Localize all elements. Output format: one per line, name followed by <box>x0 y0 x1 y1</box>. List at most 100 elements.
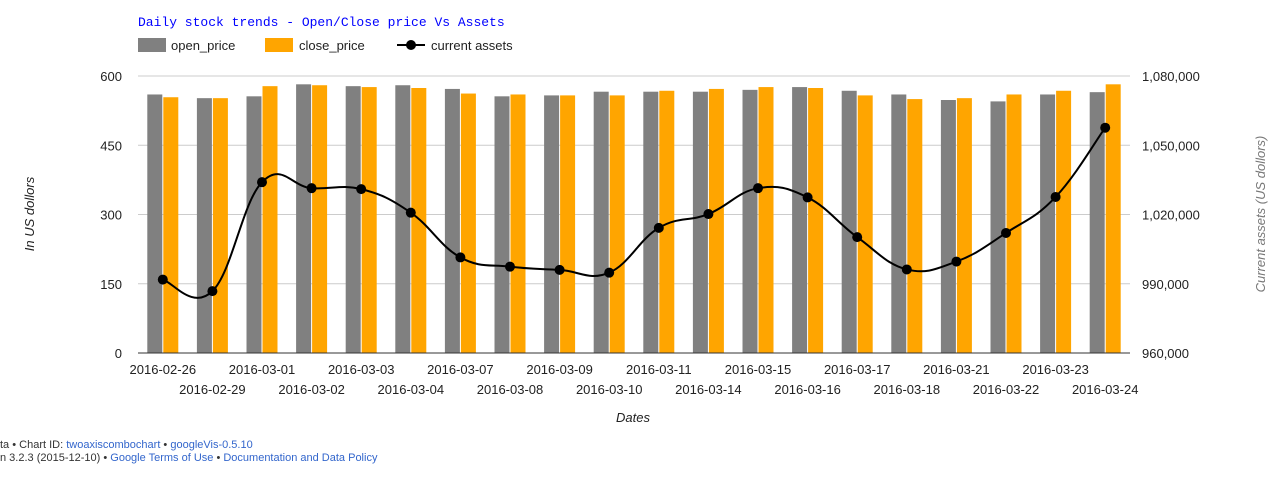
bar-close-price <box>1056 90 1072 354</box>
current-assets-point <box>405 207 416 218</box>
x-axis-tick-label: 2016-03-15 <box>725 362 792 377</box>
footer-text: n 3.2.3 (2015-12-10) • <box>0 452 111 464</box>
current-assets-point <box>554 264 565 275</box>
bar-open-price <box>196 98 212 353</box>
bar-close-price <box>361 87 377 353</box>
x-axis-tick-label: 2016-02-26 <box>130 362 197 377</box>
bar-open-price <box>841 90 857 354</box>
bar-open-price <box>246 96 262 354</box>
left-axis-tick-label: 450 <box>100 138 122 153</box>
bar-close-price <box>312 85 328 353</box>
current-assets-point <box>1100 122 1111 133</box>
bar-open-price <box>544 95 560 353</box>
right-axis-title: Current assets (US dollors) <box>1253 136 1268 293</box>
bar-open-price <box>444 88 460 353</box>
current-assets-point <box>951 256 962 267</box>
x-axis-tick-label: 2016-03-01 <box>229 362 296 377</box>
bar-close-price <box>560 95 576 353</box>
x-axis-tick-label: 2016-03-08 <box>477 382 544 397</box>
legend-label-close-price: close_price <box>299 38 365 53</box>
x-axis-title: Dates <box>616 410 650 425</box>
bar-close-price <box>411 88 427 354</box>
x-axis-tick-label: 2016-03-07 <box>427 362 494 377</box>
x-axis-tick-label: 2016-03-10 <box>576 382 643 397</box>
bar-close-price <box>758 87 774 353</box>
bar-close-price <box>659 90 675 354</box>
current-assets-point <box>653 222 664 233</box>
left-axis-tick-label: 600 <box>100 69 122 84</box>
current-assets-point <box>802 192 813 203</box>
right-axis-tick-label: 1,050,000 <box>1142 138 1200 153</box>
current-assets-point <box>157 274 168 285</box>
bar-open-price <box>593 91 609 354</box>
bar-open-price <box>345 86 361 353</box>
chart-id-link[interactable]: twoaxiscombochart <box>66 439 161 451</box>
bar-open-price <box>643 91 659 354</box>
footer-text: ta • Chart ID: <box>0 439 67 451</box>
bar-close-price <box>1006 94 1022 353</box>
bar-open-price <box>395 85 411 353</box>
x-axis-tick-label: 2016-03-17 <box>824 362 891 377</box>
current-assets-point <box>505 261 515 272</box>
footer-line-1: ta • Chart ID: twoaxiscombochart • googl… <box>0 439 253 451</box>
bar-open-price <box>742 89 758 353</box>
left-axis-tick-label: 0 <box>115 346 122 361</box>
footer-line-2: n 3.2.3 (2015-12-10) • Google Terms of U… <box>0 452 377 464</box>
bar-open-price <box>1089 92 1105 354</box>
current-assets-point <box>901 264 912 275</box>
data-policy-link[interactable]: Documentation and Data Policy <box>223 452 378 464</box>
current-assets-point <box>257 177 267 188</box>
right-axis-tick-label: 1,080,000 <box>1142 69 1200 84</box>
bar-close-price <box>956 98 972 353</box>
bar-open-price <box>891 94 907 353</box>
current-assets-point <box>1001 227 1011 238</box>
right-axis-tick-label: 990,000 <box>1142 277 1189 292</box>
bar-open-price <box>990 101 1006 354</box>
x-axis-tick-label: 2016-03-14 <box>675 382 742 397</box>
chart-title: Daily stock trends - Open/Close price Vs… <box>138 15 505 30</box>
bar-open-price <box>494 96 510 354</box>
legend-swatch-open-price <box>138 38 166 52</box>
right-axis-tick-label: 960,000 <box>1142 346 1189 361</box>
current-assets-point <box>753 183 763 194</box>
x-axis-tick-label: 2016-03-16 <box>774 382 841 397</box>
bar-open-price <box>940 100 956 353</box>
bar-open-price <box>792 87 808 353</box>
x-axis-tick-label: 2016-03-03 <box>328 362 395 377</box>
legend-marker-current-assets <box>406 40 416 50</box>
bar-close-price <box>907 99 923 353</box>
legend-label-current-assets: current assets <box>431 38 513 53</box>
x-axis-tick-label: 2016-03-11 <box>626 362 692 377</box>
bar-open-price <box>296 84 312 353</box>
current-assets-point <box>455 252 466 263</box>
bar-close-price <box>163 97 179 353</box>
left-axis-tick-label: 300 <box>100 208 122 223</box>
x-axis-tick-label: 2016-03-02 <box>278 382 345 397</box>
left-axis-title: In US dollors <box>22 176 37 251</box>
current-assets-point <box>306 183 317 194</box>
googlevis-version-link[interactable]: googleVis-0.5.10 <box>170 439 253 451</box>
bar-close-price <box>808 88 824 354</box>
current-assets-point <box>604 267 615 278</box>
x-axis-tick-label: 2016-03-22 <box>973 382 1040 397</box>
bar-open-price <box>147 94 163 353</box>
x-axis-tick-label: 2016-03-09 <box>526 362 593 377</box>
current-assets-point <box>852 232 863 243</box>
right-axis-tick-label: 1,020,000 <box>1142 208 1200 223</box>
footer-separator: • <box>160 439 171 451</box>
bar-close-price <box>857 95 873 353</box>
current-assets-point <box>1050 191 1061 202</box>
current-assets-point <box>356 184 367 195</box>
x-axis-tick-label: 2016-03-23 <box>1022 362 1089 377</box>
bar-close-price <box>212 98 228 353</box>
bar-close-price <box>1105 84 1121 353</box>
legend-swatch-close-price <box>265 38 293 52</box>
x-axis-tick-label: 2016-03-21 <box>923 362 990 377</box>
x-axis-tick-label: 2016-03-24 <box>1072 382 1139 397</box>
bar-close-price <box>460 93 476 353</box>
google-terms-link[interactable]: Google Terms of Use <box>110 452 214 464</box>
current-assets-point <box>703 209 714 220</box>
bar-open-price <box>692 91 708 354</box>
